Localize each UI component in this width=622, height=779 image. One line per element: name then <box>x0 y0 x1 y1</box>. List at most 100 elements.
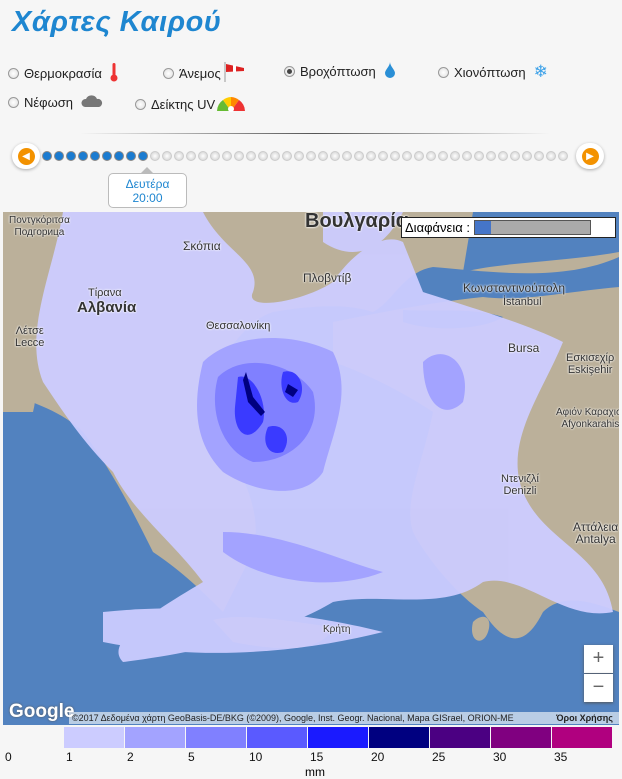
label-lecce: Λέτσε Lecce <box>15 325 45 349</box>
windsock-icon <box>224 62 248 85</box>
timeline-step[interactable] <box>150 151 160 161</box>
timeline-step[interactable] <box>246 151 256 161</box>
label-thessaloniki: Θεσσαλονίκη <box>206 320 271 332</box>
timeline-step[interactable] <box>138 151 148 161</box>
timeline-step[interactable] <box>102 151 112 161</box>
opacity-control: Διαφάνεια : <box>401 217 616 238</box>
legend-tick: 20 <box>371 750 385 764</box>
thermometer-icon <box>110 62 118 85</box>
timeline-step[interactable] <box>426 151 436 161</box>
timeline-step[interactable] <box>210 151 220 161</box>
option-uv-index[interactable]: Δείκτης UV <box>135 94 247 115</box>
previous-button[interactable]: ◀ <box>12 143 40 169</box>
snowflake-icon: ❄ <box>533 62 548 81</box>
timeline-step[interactable] <box>486 151 496 161</box>
terms-link[interactable]: Όροι Χρήσης <box>556 713 613 723</box>
timeline-step[interactable] <box>66 151 76 161</box>
legend-swatch <box>552 727 612 748</box>
google-logo: Google <box>9 701 75 722</box>
timeline-step[interactable] <box>402 151 412 161</box>
timeline-step[interactable] <box>474 151 484 161</box>
legend-tick: 30 <box>493 750 507 764</box>
legend-swatch <box>430 727 490 748</box>
timeline-tooltip: Δευτέρα 20:00 <box>108 167 187 208</box>
timeline-step[interactable] <box>186 151 196 161</box>
radio-precipitation[interactable] <box>284 66 295 77</box>
label-crete: Κρήτη <box>323 624 351 635</box>
timeline-step[interactable] <box>126 151 136 161</box>
radio-uv-index[interactable] <box>135 99 146 110</box>
timeline-step[interactable] <box>294 151 304 161</box>
option-wind[interactable]: Άνεμος <box>163 62 248 85</box>
timeline-step[interactable] <box>366 151 376 161</box>
page-title: Χάρτες Καιρού <box>12 6 222 38</box>
timeline-step[interactable] <box>546 151 556 161</box>
map-canvas[interactable] <box>3 212 619 725</box>
radio-temperature[interactable] <box>8 68 19 79</box>
next-button[interactable]: ▶ <box>576 143 604 169</box>
legend-swatch <box>308 727 368 748</box>
timeline-step[interactable] <box>342 151 352 161</box>
legend-swatch <box>186 727 246 748</box>
label-podgorica: Ποντγκόριτσα Подгорица <box>9 215 70 238</box>
radio-wind[interactable] <box>163 68 174 79</box>
timeline-step[interactable] <box>450 151 460 161</box>
timeline-step[interactable] <box>498 151 508 161</box>
label-denizli: Ντενιζλί Denizli <box>501 473 539 497</box>
timeline-step[interactable] <box>282 151 292 161</box>
timeline-step[interactable] <box>354 151 364 161</box>
timeline-step[interactable] <box>534 151 544 161</box>
label-skopje: Σκόπια <box>183 239 221 253</box>
timeline-step[interactable] <box>462 151 472 161</box>
timeline-step[interactable] <box>174 151 184 161</box>
option-temperature[interactable]: Θερμοκρασία <box>8 62 118 85</box>
timeline-step[interactable] <box>438 151 448 161</box>
weather-map[interactable]: Ποντγκόριτσα Подгорица Βουλγαρία Σκόπια Π… <box>3 212 619 725</box>
timeline-step[interactable] <box>162 151 172 161</box>
zoom-in-button[interactable]: + <box>584 645 613 673</box>
timeline-step[interactable] <box>114 151 124 161</box>
option-cloudiness[interactable]: Νέφωση <box>8 94 103 111</box>
zoom-out-button[interactable]: − <box>584 674 613 702</box>
precipitation-20mm <box>243 372 298 416</box>
radio-snowfall[interactable] <box>438 66 449 78</box>
timeline-track[interactable] <box>42 147 574 165</box>
legend-tick: 1 <box>66 750 73 764</box>
timeline-step[interactable] <box>198 151 208 161</box>
legend-swatch <box>247 727 307 748</box>
timeline-step[interactable] <box>42 151 52 161</box>
legend-tick: 15 <box>310 750 324 764</box>
timeline-step[interactable] <box>234 151 244 161</box>
timeline-step[interactable] <box>414 151 424 161</box>
timeline-step[interactable] <box>510 151 520 161</box>
uv-gauge-icon <box>215 94 247 115</box>
radio-cloudiness[interactable] <box>8 97 19 108</box>
option-precipitation[interactable]: Βροχόπτωση <box>284 62 396 81</box>
timeline-step[interactable] <box>390 151 400 161</box>
timeline-step[interactable] <box>318 151 328 161</box>
timeline-step[interactable] <box>330 151 340 161</box>
opacity-label: Διαφάνεια : <box>405 220 470 235</box>
precipitation-legend <box>64 727 612 748</box>
timeline-step[interactable] <box>258 151 268 161</box>
timeline-step[interactable] <box>54 151 64 161</box>
timeline-step[interactable] <box>90 151 100 161</box>
timeline-step[interactable] <box>78 151 88 161</box>
timeline-step[interactable] <box>222 151 232 161</box>
option-snowfall[interactable]: Χιονόπτωση ❄ <box>438 62 548 82</box>
timeline-step[interactable] <box>558 151 568 161</box>
precipitation-10mm <box>234 371 303 453</box>
timeline-step[interactable] <box>270 151 280 161</box>
legend-tick: 35 <box>554 750 568 764</box>
timeline-step[interactable] <box>306 151 316 161</box>
timeline[interactable]: ◀ ▶ <box>12 143 604 169</box>
legend-swatch <box>491 727 551 748</box>
legend-swatch <box>369 727 429 748</box>
opacity-slider-handle[interactable] <box>474 221 491 234</box>
timeline-step[interactable] <box>378 151 388 161</box>
chevron-left-icon: ◀ <box>17 147 35 165</box>
timeline-step[interactable] <box>522 151 532 161</box>
divider <box>80 133 550 134</box>
label-tirana: Τίρανα <box>88 287 122 299</box>
opacity-slider[interactable] <box>473 220 591 235</box>
